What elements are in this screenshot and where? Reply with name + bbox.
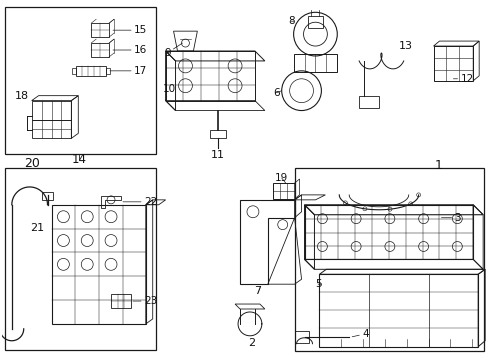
Text: 6: 6 <box>272 88 281 98</box>
Bar <box>294 331 309 343</box>
Bar <box>91 43 109 57</box>
Text: 9: 9 <box>163 43 182 58</box>
Bar <box>433 46 472 81</box>
Text: 5: 5 <box>314 279 321 289</box>
Text: 21: 21 <box>30 222 44 233</box>
Bar <box>210 130 225 138</box>
Text: 10: 10 <box>162 84 175 100</box>
Text: 14: 14 <box>72 153 86 166</box>
Bar <box>106 68 110 74</box>
Text: 11: 11 <box>211 150 225 160</box>
Text: 12: 12 <box>452 74 472 84</box>
Text: 7: 7 <box>254 286 261 296</box>
Text: 22: 22 <box>122 197 157 207</box>
Bar <box>41 192 53 200</box>
Bar <box>272 183 294 199</box>
Bar <box>307 16 323 28</box>
Text: 2: 2 <box>248 338 255 348</box>
Text: 3: 3 <box>441 213 460 223</box>
Text: 13: 13 <box>398 41 412 51</box>
Text: 17: 17 <box>110 66 147 76</box>
Bar <box>358 96 378 108</box>
Text: 15: 15 <box>113 25 147 35</box>
Text: 8: 8 <box>287 16 294 26</box>
Text: 18: 18 <box>15 91 29 101</box>
Bar <box>51 205 145 324</box>
Text: 20: 20 <box>24 157 40 170</box>
Text: 23: 23 <box>133 296 157 306</box>
Bar <box>72 68 76 74</box>
Text: 19: 19 <box>275 173 288 183</box>
Bar <box>5 7 155 154</box>
Bar <box>5 168 155 350</box>
Bar <box>76 66 106 76</box>
Bar <box>294 168 483 351</box>
Text: 1: 1 <box>434 159 442 172</box>
Bar <box>293 54 337 72</box>
Text: 16: 16 <box>113 45 147 55</box>
Text: 4: 4 <box>351 329 368 339</box>
Bar <box>91 23 109 37</box>
Bar <box>111 294 131 308</box>
